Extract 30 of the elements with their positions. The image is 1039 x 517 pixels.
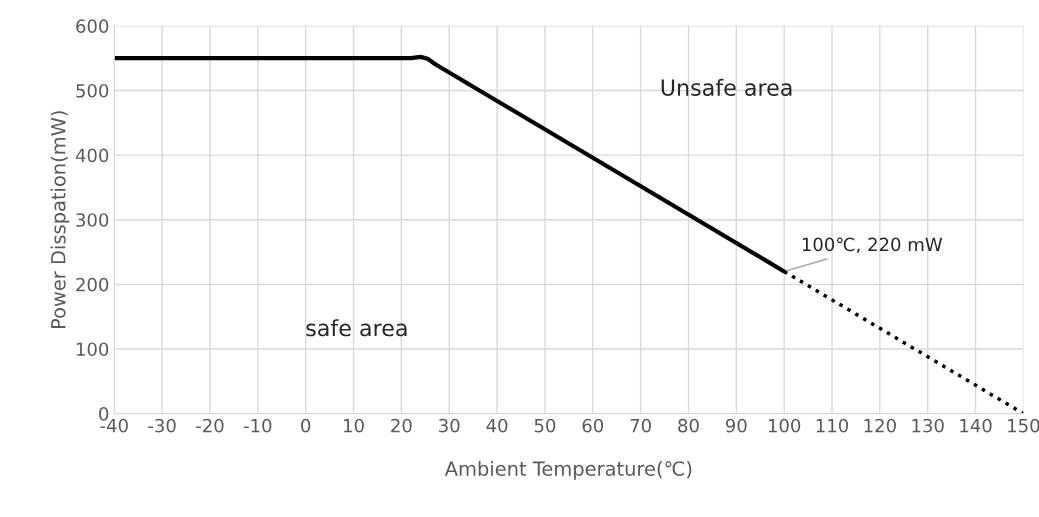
x-tick-label: -10	[243, 418, 272, 433]
x-tick-label: 110	[816, 418, 849, 433]
x-tick-label: 120	[864, 418, 896, 433]
x-tick-label: 150	[1008, 418, 1039, 433]
annotation: Unsafe area	[661, 78, 792, 96]
x-tick-label: -20	[196, 418, 224, 433]
y-tick-label: 100	[76, 342, 109, 357]
y-tick-label: 200	[76, 277, 109, 292]
x-tick-label: -30	[148, 418, 176, 433]
x-tick-label: 10	[344, 418, 364, 433]
x-tick-label: 20	[391, 418, 412, 433]
y-axis-title: Power Disspation(mW)	[50, 111, 70, 329]
x-tick-label: 0	[301, 418, 311, 433]
x-tick-label: 90	[725, 418, 747, 433]
y-tick-label: 500	[76, 83, 109, 98]
y-tick-label: 600	[76, 19, 109, 33]
x-tick-label: 60	[582, 418, 604, 433]
x-tick-label: 80	[678, 418, 699, 433]
y-tick-label: 400	[75, 148, 109, 163]
x-tick-label: 140	[960, 418, 992, 433]
x-tick-label: 30	[439, 418, 460, 433]
x-tick-label: 130	[912, 418, 944, 433]
x-tick-label: 100	[768, 418, 801, 433]
x-tick-label: 40	[486, 418, 508, 433]
x-tick-label: 50	[534, 418, 556, 433]
y-tick-label: 300	[76, 213, 109, 227]
x-axis-title: Ambient Temperature(℃)	[444, 460, 692, 480]
annotation: safe area	[306, 319, 407, 337]
x-tick-label: 70	[630, 418, 651, 433]
annotation: 100℃, 220 mW	[802, 237, 943, 254]
